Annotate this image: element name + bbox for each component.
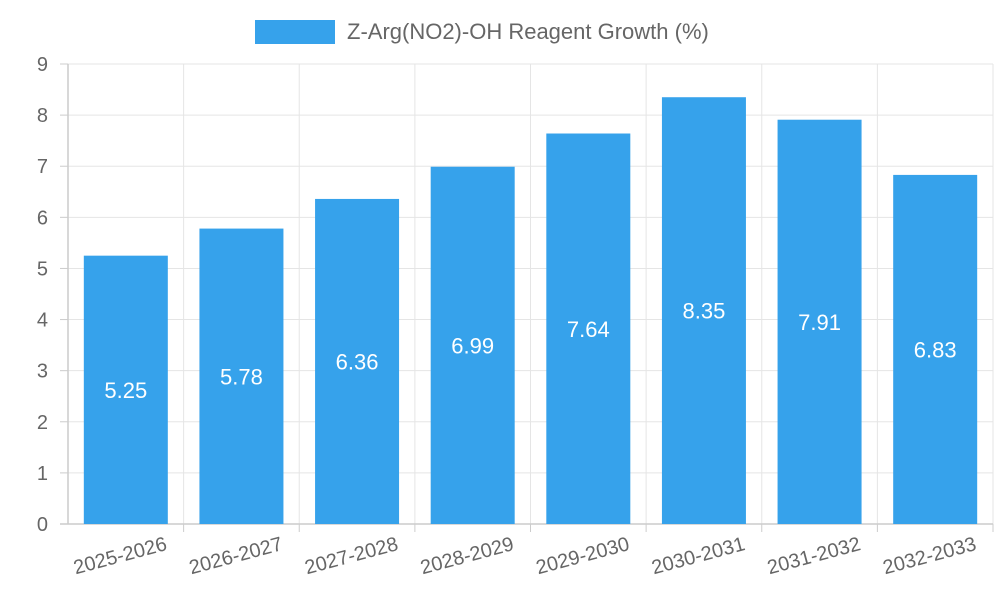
x-tick-label: 2029-2030 [534, 533, 632, 579]
x-tick-label: 2028-2029 [418, 533, 516, 579]
data-label: 6.83 [914, 337, 957, 362]
legend-swatch [255, 20, 335, 44]
bar [546, 133, 631, 524]
bar [661, 97, 746, 524]
bar [199, 228, 284, 525]
data-label: 6.36 [336, 349, 379, 374]
bar [893, 174, 978, 524]
x-tick-label: 2032-2033 [881, 533, 979, 579]
data-label: 5.25 [104, 378, 147, 403]
legend-label: Z-Arg(NO2)-OH Reagent Growth (%) [347, 19, 709, 44]
bar [430, 166, 515, 524]
y-tick-label: 2 [37, 412, 48, 434]
x-tick-label: 2026-2027 [187, 533, 285, 579]
data-label: 5.78 [220, 364, 263, 389]
y-tick-label: 6 [37, 207, 48, 229]
y-tick-label: 5 [37, 258, 48, 280]
data-label: 8.35 [683, 299, 726, 324]
x-tick-label: 2030-2031 [649, 533, 747, 579]
data-label: 6.99 [451, 333, 494, 358]
y-tick-label: 4 [37, 310, 48, 332]
bar [315, 198, 400, 524]
y-tick-label: 7 [37, 156, 48, 178]
y-tick-label: 0 [37, 514, 48, 536]
y-tick-labels: 0 1 2 3 4 5 6 7 8 9 [37, 54, 48, 536]
data-label: 7.64 [567, 317, 610, 342]
x-tick-label: 2031-2032 [765, 533, 863, 579]
bar [83, 255, 168, 524]
data-label: 7.91 [798, 310, 841, 335]
data-labels: 5.25 5.78 6.36 6.99 7.64 8.35 7.91 6.83 [104, 299, 956, 403]
legend[interactable]: Z-Arg(NO2)-OH Reagent Growth (%) [255, 19, 709, 44]
y-tick-label: 3 [37, 361, 48, 383]
x-tick-labels: 2025-2026 2026-2027 2027-2028 2028-2029 2029… [71, 533, 978, 579]
x-tick-label: 2027-2028 [302, 533, 400, 579]
x-tick-label: 2025-2026 [71, 533, 169, 579]
y-tick-label: 9 [37, 54, 48, 76]
y-tick-label: 8 [37, 105, 48, 127]
y-tick-label: 1 [37, 463, 48, 485]
bar [777, 119, 862, 524]
bars [83, 97, 978, 525]
